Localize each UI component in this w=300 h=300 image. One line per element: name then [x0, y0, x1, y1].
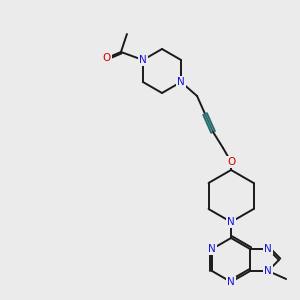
Text: N: N [227, 277, 235, 287]
Text: N: N [264, 266, 272, 276]
Text: O: O [227, 157, 235, 167]
Text: N: N [227, 217, 235, 227]
Text: N: N [177, 77, 185, 87]
Text: N: N [264, 244, 272, 254]
Text: N: N [208, 244, 216, 254]
Text: N: N [139, 55, 147, 65]
Text: O: O [103, 53, 111, 63]
